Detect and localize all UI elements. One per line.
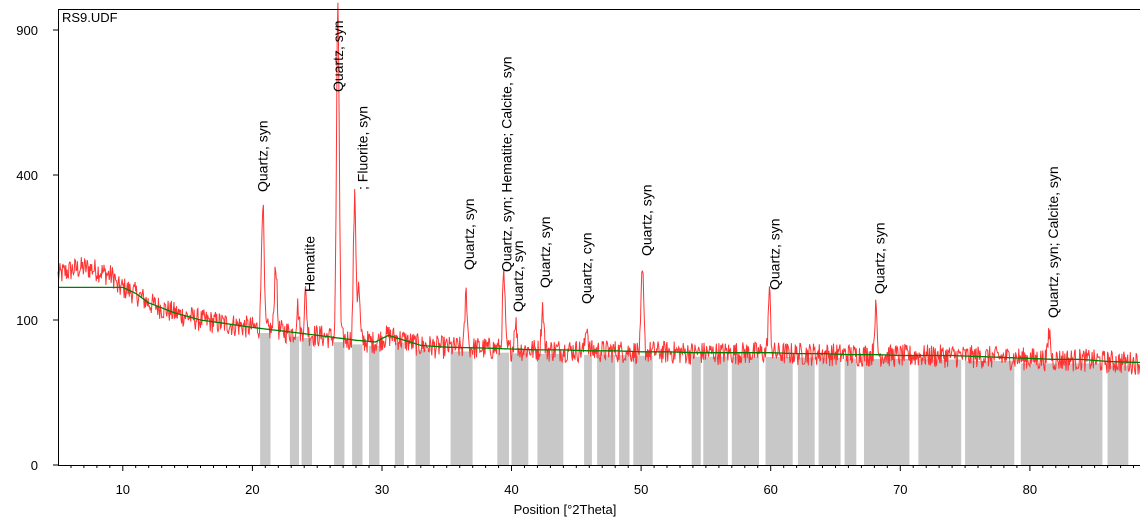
phase-annotation-11: Quartz, syn [767,218,783,290]
phase-annotation-12: Quartz, syn [872,222,888,294]
phase-bar-15 [619,355,630,465]
background-layer [58,286,1140,364]
phase-annotation-4: ; Fluorite, syn [355,106,371,190]
x-axis: 10 20 30 40 50 60 70 80 [70,465,1134,497]
background-line [58,286,1140,364]
y-tick-label: 900 [16,23,38,38]
phase-bar-22 [818,357,841,465]
phase-bar-10 [497,352,509,465]
phase-annotation-8: Quartz, syn [537,216,553,288]
x-tick-label: 80 [1023,482,1037,497]
phase-bar-6 [369,345,380,465]
y-tick-label: 0 [31,458,38,473]
phase-bar-7 [394,342,404,465]
x-tick-label: 20 [245,482,259,497]
phase-bar-21 [797,357,815,465]
phase-annotation-9: Quartz, cyn [579,232,595,304]
phase-bar-28 [1107,365,1129,465]
phase-bar-23 [844,358,857,465]
phase-bar-2 [289,336,299,465]
phase-annotation-13: Quartz, syn; Calcite, syn [1045,166,1061,318]
x-tick-label: 60 [763,482,777,497]
phase-annotation-5: Quartz, syn [461,198,477,270]
x-tick-label: 40 [504,482,518,497]
phase-bar-11 [511,353,529,465]
y-tick-label: 100 [16,313,38,328]
phase-bar-3 [301,338,312,465]
phase-bar-24 [864,359,910,465]
phase-annotation-1: Quartz, syn [255,120,271,192]
phase-bar-17 [691,356,701,465]
phase-bar-20 [765,357,793,465]
phase-bar-14 [597,354,616,465]
phase-bar-9 [450,351,473,465]
file-label: RS9.UDF [62,10,118,25]
x-axis-title: Position [°2Theta] [514,502,617,517]
bars-layer [260,333,1129,465]
phase-bar-1 [260,333,271,465]
phase-bar-8 [415,349,430,465]
pattern-layer [57,2,1140,375]
phase-bar-18 [703,356,728,465]
phase-bar-25 [918,359,962,465]
phase-bar-13 [584,354,592,465]
x-tick-label: 10 [116,482,130,497]
annotations-layer: Quartz, syn Hematite Quartz, syn ; Fluorite… [255,20,1061,318]
plot-frame [58,9,1140,466]
phase-annotation-2: Hematite [301,236,317,292]
phase-bar-26 [965,360,1015,465]
diffraction-pattern-line [57,2,1140,375]
phase-bar-19 [731,356,759,465]
phase-annotation-10: Quartz, syn [638,184,654,256]
phase-annotation-3: Quartz, syn [330,20,346,92]
phase-bar-4 [334,342,345,465]
x-tick-label: 70 [893,482,907,497]
phase-annotation-6: Quartz, syn; Hematite; Calcite, syn [498,56,514,272]
y-tick-label: 400 [16,168,38,183]
phase-bar-12 [537,353,564,465]
x-tick-label: 50 [634,482,648,497]
phase-bar-27 [1020,363,1103,465]
y-axis: 0 100 400 900 [16,23,58,473]
phase-bar-16 [633,355,653,465]
phase-bar-5 [352,344,363,465]
x-tick-label: 30 [375,482,389,497]
phase-annotation-7: Quartz, syn [510,240,526,312]
